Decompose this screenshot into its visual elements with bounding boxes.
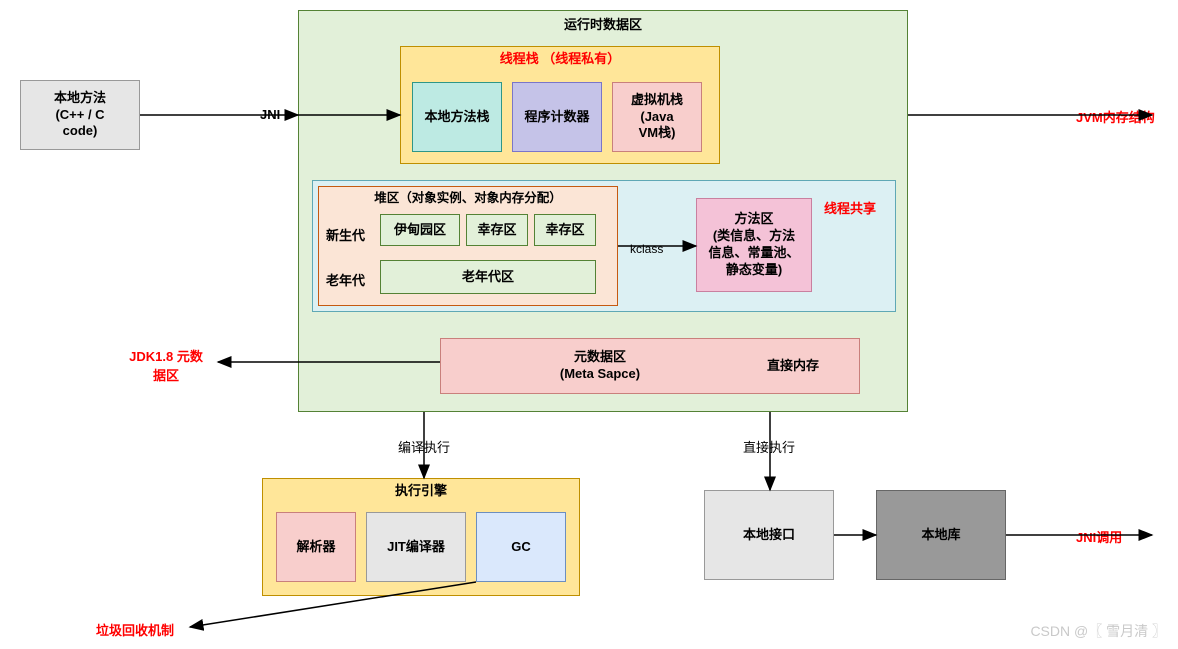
compile-exec-label: 编译执行: [398, 437, 450, 456]
native-method-box: 本地方法 (C++ / C code): [20, 80, 140, 150]
native-stack-box: 本地方法栈: [412, 82, 502, 152]
method-area-box: 方法区 (类信息、方法 信息、常量池、 静态变量): [696, 198, 812, 292]
thread-stack-title: 线程栈 （线程私有）: [500, 51, 621, 68]
s1-label: 幸存区: [545, 222, 584, 239]
shared-label: 线程共享: [824, 198, 876, 217]
jdk18-l1: JDK1.8 元数: [116, 346, 216, 365]
method-l3: 信息、常量池、: [708, 245, 799, 262]
jvm-struct-label: JVM内存结构: [1076, 107, 1155, 126]
jni-call-label: JNI调用: [1076, 527, 1122, 546]
gc-mech-label: 垃圾回收机制: [96, 620, 174, 639]
parser-label: 解析器: [296, 539, 335, 556]
vm-stack-l2: (Java: [640, 109, 673, 126]
kclass-label: kclass: [630, 242, 663, 256]
method-l2: (类信息、方法: [713, 228, 795, 245]
heap-title: 堆区（对象实例、对象内存分配）: [374, 190, 562, 206]
parser-box: 解析器: [276, 512, 356, 582]
gc-box: GC: [476, 512, 566, 582]
meta-area: 元数据区 (Meta Sapce) 直接内存: [440, 338, 860, 394]
young-gen-label: 新生代: [326, 225, 365, 244]
s0-box: 幸存区: [466, 214, 528, 246]
watermark: CSDN @〖 雪月清 〗: [1030, 621, 1166, 641]
old-gen-box-label: 老年代区: [462, 269, 514, 286]
pc-label: 程序计数器: [524, 109, 589, 126]
native-lib-box: 本地库: [876, 490, 1006, 580]
runtime-title: 运行时数据区: [564, 17, 642, 34]
native-lib-label: 本地库: [921, 527, 960, 544]
eden-label: 伊甸园区: [394, 222, 446, 239]
native-stack-label: 本地方法栈: [424, 109, 489, 126]
vm-stack-l3: VM栈): [639, 125, 676, 142]
gc-label: GC: [511, 539, 531, 556]
native-iface-label: 本地接口: [743, 527, 795, 544]
method-l1: 方法区: [734, 211, 773, 228]
jdk18-l2: 据区: [116, 365, 216, 384]
vm-stack-l1: 虚拟机栈: [631, 92, 683, 109]
native-method-l3: code): [63, 123, 98, 140]
jit-label: JIT编译器: [387, 539, 445, 556]
native-method-l1: 本地方法: [54, 90, 106, 107]
native-method-l2: (C++ / C: [55, 107, 104, 124]
jdk18-label: JDK1.8 元数 据区: [116, 346, 216, 384]
old-gen-box: 老年代区: [380, 260, 596, 294]
method-l4: 静态变量): [726, 262, 782, 279]
direct-mem-label: 直接内存: [767, 358, 819, 375]
s0-label: 幸存区: [477, 222, 516, 239]
old-gen-label: 老年代: [326, 270, 365, 289]
pc-box: 程序计数器: [512, 82, 602, 152]
jit-box: JIT编译器: [366, 512, 466, 582]
engine-title: 执行引擎: [395, 483, 447, 500]
meta-title: 元数据区: [457, 349, 743, 366]
s1-box: 幸存区: [534, 214, 596, 246]
vm-stack-box: 虚拟机栈 (Java VM栈): [612, 82, 702, 152]
native-iface-box: 本地接口: [704, 490, 834, 580]
meta-sub: (Meta Sapce): [457, 366, 743, 383]
eden-box: 伊甸园区: [380, 214, 460, 246]
jni-label: JNI: [260, 107, 280, 122]
direct-exec-label: 直接执行: [743, 437, 795, 456]
